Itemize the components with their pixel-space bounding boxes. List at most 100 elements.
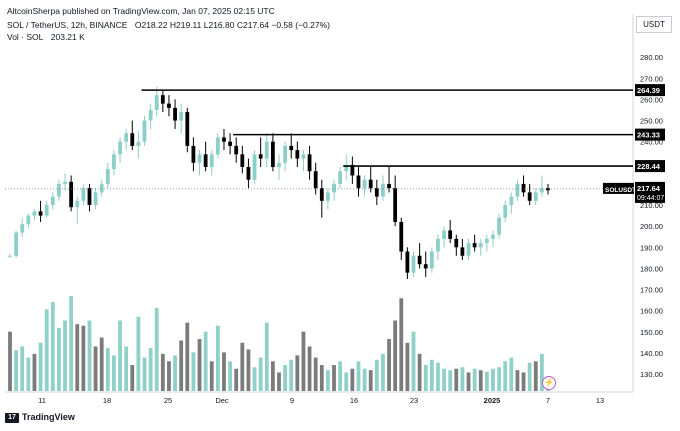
volume-bar <box>539 353 544 391</box>
candle-body <box>26 215 31 225</box>
volume-bar <box>38 342 43 391</box>
volume-bar <box>173 355 177 391</box>
candle-body <box>20 224 25 233</box>
volume-bar <box>191 352 196 391</box>
candle-body <box>326 192 330 201</box>
volume-bar <box>252 367 257 391</box>
volume-bar <box>411 331 416 391</box>
volume-bar <box>69 296 74 391</box>
time-tick-label: 9 <box>290 396 294 405</box>
candle-body <box>423 264 428 269</box>
volume-bar <box>228 361 232 391</box>
candle-body <box>448 230 453 239</box>
time-tick-label: Dec <box>215 396 229 405</box>
time-tick-label: 16 <box>350 396 358 405</box>
candle-body <box>521 183 526 193</box>
candle-body <box>203 154 208 168</box>
candle-body <box>515 183 520 197</box>
candle-body <box>472 243 477 248</box>
price-tick-label: 270.00 <box>640 74 663 83</box>
volume-bar <box>142 357 147 391</box>
volume-bar <box>448 370 453 391</box>
volume-bar <box>209 361 214 391</box>
volume-bar <box>197 339 202 391</box>
candle-body <box>240 154 245 168</box>
price-tick-label: 160.00 <box>640 307 663 316</box>
candle-body <box>252 154 257 180</box>
candle-body <box>50 196 55 206</box>
candle-body <box>136 141 141 146</box>
level-price-tag <box>635 160 665 173</box>
volume-bar <box>112 355 116 391</box>
level-price-tag <box>635 128 665 141</box>
volume-bar <box>466 372 471 391</box>
volume-bar <box>521 372 526 391</box>
volume-bar <box>154 307 159 391</box>
level-price-label: 264.39 <box>637 86 660 95</box>
lightning-icon[interactable]: ⚡ <box>542 376 556 390</box>
volume-bar <box>289 359 294 391</box>
currency-button[interactable]: USDT <box>636 16 672 33</box>
countdown-label: 09:44:07 <box>637 195 664 202</box>
tradingview-logo[interactable]: 17 TradingView <box>5 412 75 423</box>
candle-body <box>270 141 275 168</box>
candle-body <box>209 154 214 168</box>
candle-body <box>533 192 538 201</box>
candle-body <box>387 183 391 189</box>
candle-body <box>283 145 288 163</box>
volume-bar <box>332 365 336 391</box>
time-tick-label: 13 <box>596 396 604 405</box>
candle-body <box>234 145 239 155</box>
candle-body <box>478 243 483 248</box>
volume-bar <box>215 325 220 391</box>
candle-body <box>14 232 19 256</box>
candle-body <box>442 230 446 239</box>
candle-body <box>466 243 471 256</box>
volume-value: 203.21 K <box>50 32 85 42</box>
price-tick-label: 250.00 <box>640 117 663 126</box>
candle-body <box>148 109 153 121</box>
candle-body <box>417 255 422 265</box>
logo-mark: 17 <box>5 412 19 423</box>
candle-body <box>368 179 373 189</box>
volume-bar <box>222 352 226 391</box>
volume-bar <box>124 346 129 391</box>
symbol-label: SOL / TetherUS, 12h, BINANCE <box>7 20 128 30</box>
candle-body <box>185 112 190 146</box>
price-tick-label: 260.00 <box>640 95 663 104</box>
volume-bar <box>136 316 141 391</box>
volume-bar <box>405 342 410 391</box>
candle-body <box>258 154 263 159</box>
price-tick-label: 150.00 <box>640 328 663 337</box>
volume-bar <box>160 353 165 391</box>
volume-bar <box>148 347 153 391</box>
volume-bar <box>429 359 434 391</box>
volume-bar <box>44 309 49 391</box>
candle-body <box>228 141 232 146</box>
candle-body <box>87 188 92 206</box>
volume-bar <box>57 327 61 391</box>
volume-bar <box>399 298 404 391</box>
volume-bar <box>246 349 251 391</box>
candle-body <box>301 154 306 159</box>
volume-bar <box>478 370 483 391</box>
volume-bar <box>381 353 385 391</box>
volume-bar <box>105 347 110 391</box>
volume-bar <box>295 355 300 391</box>
volume-bar <box>185 322 190 391</box>
candle-body <box>142 120 147 142</box>
candle-body <box>350 164 355 176</box>
open-value: O218.22 <box>134 20 168 30</box>
volume-bar <box>533 361 538 391</box>
time-tick-label: 7 <box>546 396 550 405</box>
level-price-label: 228.44 <box>637 162 661 171</box>
volume-bar <box>8 331 12 391</box>
candle-body <box>429 251 434 269</box>
candle-body <box>167 103 171 108</box>
candle-body <box>497 217 501 235</box>
last-price-label: 217.64 <box>637 184 661 193</box>
candle-body <box>63 181 67 184</box>
candle-body <box>277 162 281 168</box>
price-tick-label: 210.00 <box>640 201 663 210</box>
